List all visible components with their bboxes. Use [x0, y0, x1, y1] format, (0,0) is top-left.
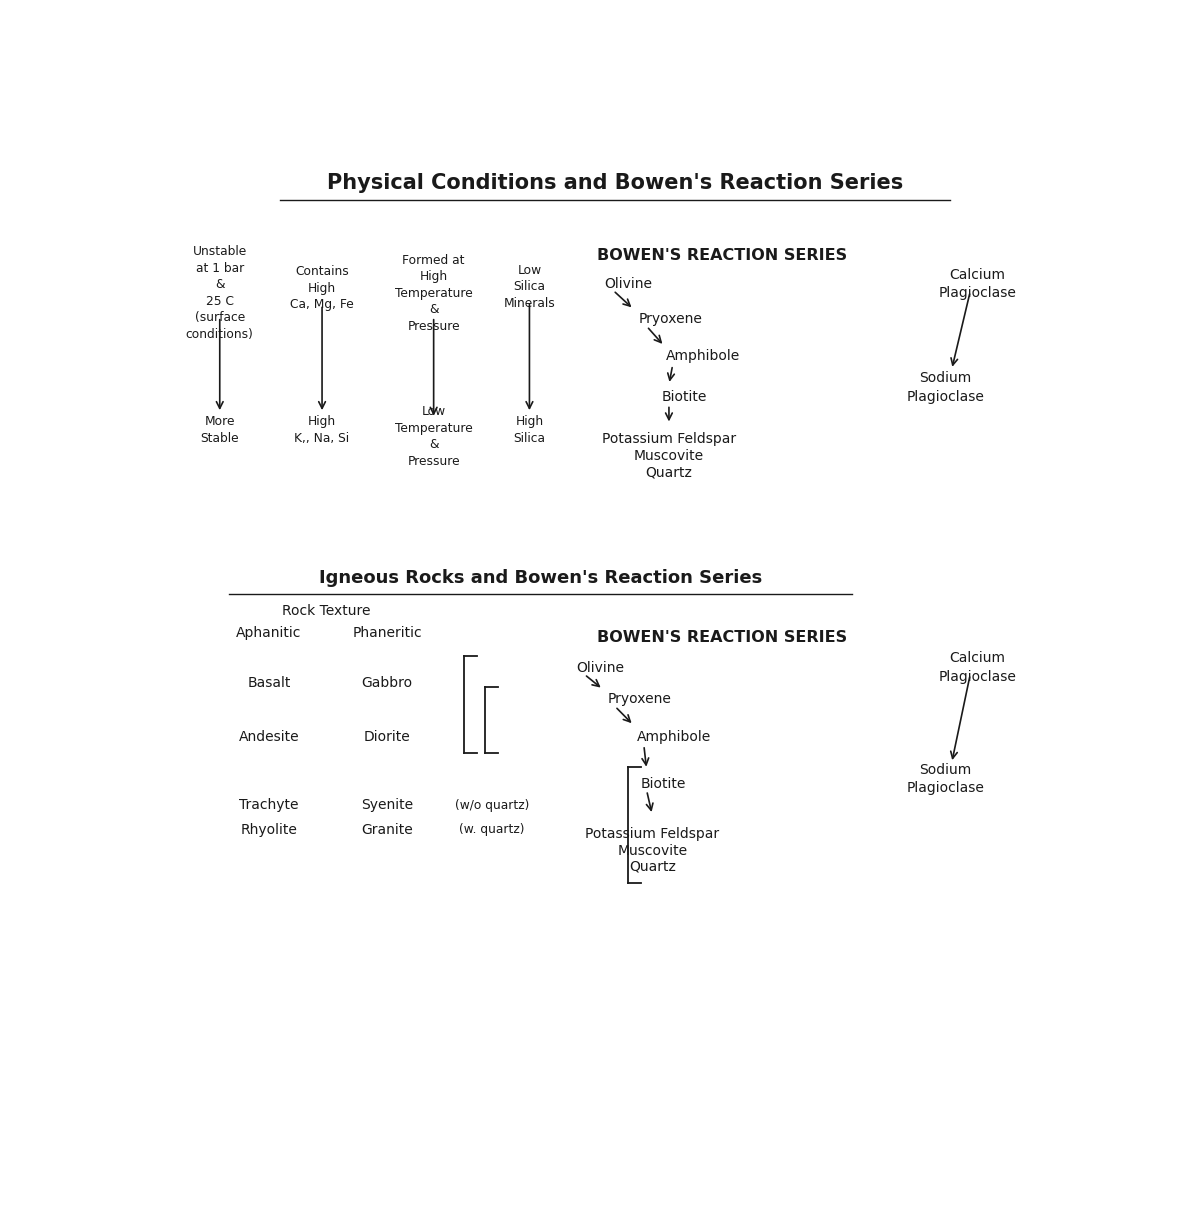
Text: Low
Silica
Minerals: Low Silica Minerals	[504, 263, 556, 310]
Text: Pryoxene: Pryoxene	[638, 311, 702, 326]
Text: Unstable
at 1 bar
&
25 C
(surface
conditions): Unstable at 1 bar & 25 C (surface condit…	[186, 245, 253, 341]
Text: More
Stable: More Stable	[200, 415, 239, 445]
Text: Biotite: Biotite	[661, 390, 707, 404]
Text: Andesite: Andesite	[239, 730, 299, 744]
Text: Rock Texture: Rock Texture	[282, 604, 371, 619]
Text: Biotite: Biotite	[641, 777, 686, 790]
Text: Trachyte: Trachyte	[239, 799, 299, 812]
Text: Sodium
Plagioclase: Sodium Plagioclase	[906, 763, 984, 795]
Text: High
Silica: High Silica	[514, 415, 546, 445]
Text: Phaneritic: Phaneritic	[353, 626, 422, 639]
Text: Basalt: Basalt	[247, 676, 290, 690]
Text: Calcium
Plagioclase: Calcium Plagioclase	[938, 267, 1016, 300]
Text: Physical Conditions and Bowen's Reaction Series: Physical Conditions and Bowen's Reaction…	[326, 173, 904, 192]
Text: High
K,, Na, Si: High K,, Na, Si	[294, 415, 349, 445]
Text: Quartz: Quartz	[646, 466, 692, 479]
Text: Contains
High
Ca, Mg, Fe: Contains High Ca, Mg, Fe	[290, 266, 354, 311]
Text: BOWEN'S REACTION SERIES: BOWEN'S REACTION SERIES	[596, 247, 847, 263]
Text: Aphanitic: Aphanitic	[236, 626, 301, 639]
Text: Low
Temperature
&
Pressure: Low Temperature & Pressure	[395, 405, 473, 468]
Text: Potassium Feldspar: Potassium Feldspar	[602, 432, 736, 446]
Text: Calcium
Plagioclase: Calcium Plagioclase	[938, 652, 1016, 684]
Text: Muscovite: Muscovite	[634, 450, 704, 463]
Text: Amphibole: Amphibole	[666, 349, 740, 364]
Text: Igneous Rocks and Bowen's Reaction Series: Igneous Rocks and Bowen's Reaction Serie…	[319, 570, 762, 587]
Text: (w. quartz): (w. quartz)	[460, 823, 524, 837]
Text: (w/o quartz): (w/o quartz)	[455, 799, 529, 812]
Text: Amphibole: Amphibole	[637, 730, 712, 744]
Text: Rhyolite: Rhyolite	[241, 823, 298, 837]
Text: BOWEN'S REACTION SERIES: BOWEN'S REACTION SERIES	[596, 630, 847, 646]
Text: Sodium
Plagioclase: Sodium Plagioclase	[906, 371, 984, 404]
Text: Muscovite: Muscovite	[617, 844, 688, 858]
Text: Gabbro: Gabbro	[361, 676, 413, 690]
Text: Syenite: Syenite	[361, 799, 413, 812]
Text: Olivine: Olivine	[576, 660, 624, 675]
Text: Pryoxene: Pryoxene	[607, 692, 672, 706]
Text: Potassium Feldspar: Potassium Feldspar	[586, 827, 719, 840]
Text: Quartz: Quartz	[629, 860, 676, 873]
Text: Formed at
High
Temperature
&
Pressure: Formed at High Temperature & Pressure	[395, 254, 473, 333]
Text: Olivine: Olivine	[604, 277, 652, 290]
Text: Granite: Granite	[361, 823, 413, 837]
Text: Diorite: Diorite	[364, 730, 410, 744]
